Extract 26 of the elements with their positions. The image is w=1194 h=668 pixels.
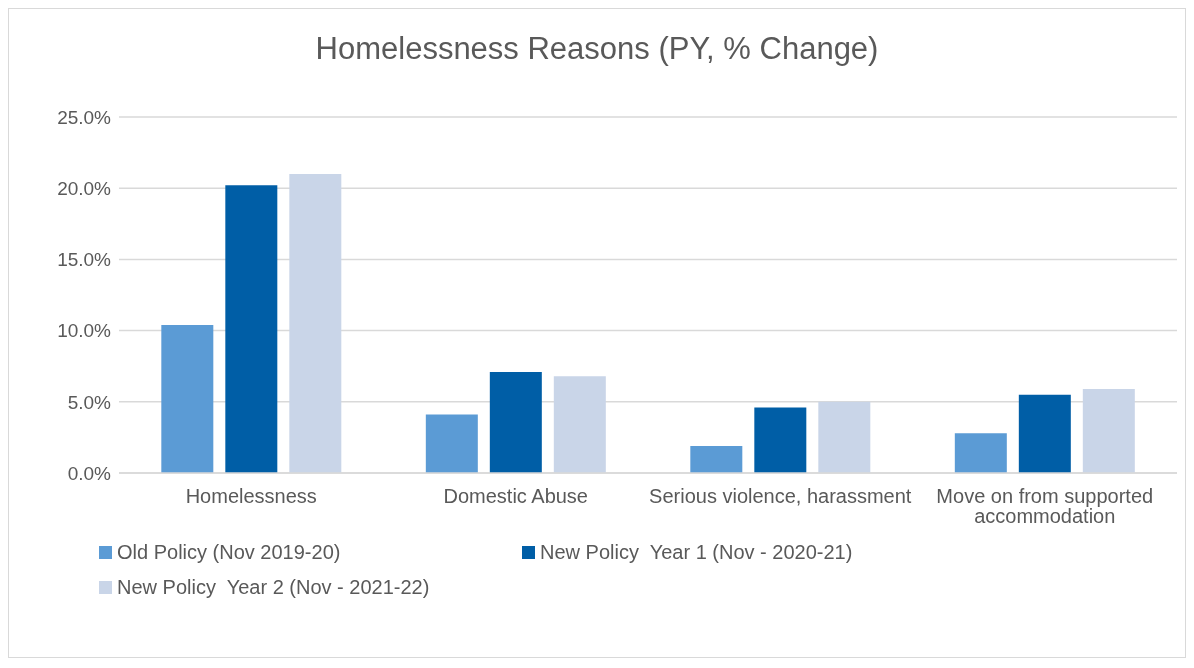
bar (690, 445, 743, 473)
bar (818, 401, 871, 473)
y-tick-label: 25.0% (57, 106, 112, 128)
x-tick-label: Move on from supported accommodation (936, 485, 1154, 528)
bar (425, 414, 478, 473)
chart-title: Homelessness Reasons (PY, % Change) (314, 31, 880, 68)
bar (754, 407, 807, 473)
x-tick-label: Domestic Abuse (443, 485, 589, 508)
legend-label: New Policy Year 1 (Nov - 2020-21) (540, 541, 853, 564)
legend-label: New Policy Year 2 (Nov - 2021-22) (117, 576, 430, 599)
y-tick-label: 0.0% (67, 462, 112, 484)
y-tick-label: 15.0% (57, 249, 112, 271)
x-tick-label: Serious violence, harassment (649, 485, 912, 508)
bar (489, 371, 542, 473)
bar (289, 173, 342, 473)
y-tick-label: 5.0% (67, 391, 112, 413)
legend-label: Old Policy (Nov 2019-20) (117, 541, 341, 564)
bar (553, 376, 606, 473)
bar (1082, 388, 1135, 473)
bar (954, 433, 1007, 473)
y-tick-label: 10.0% (57, 320, 112, 342)
y-tick-label: 20.0% (57, 177, 112, 199)
bar (225, 185, 278, 473)
bar (1018, 394, 1071, 473)
bar (161, 324, 214, 473)
x-tick-label: Homelessness (185, 485, 317, 508)
